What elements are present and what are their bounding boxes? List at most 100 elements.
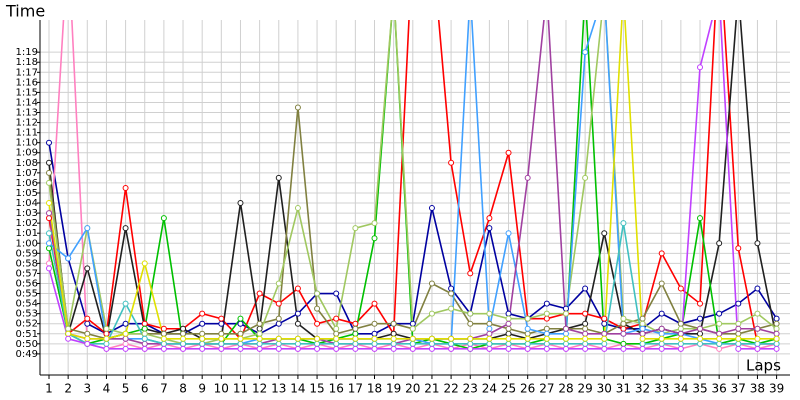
data-point [467,270,474,277]
x-tick-label: 35 [692,382,707,396]
data-point [658,310,665,317]
data-point [524,325,531,332]
data-point [735,335,742,342]
data-point [45,169,52,176]
y-tick-label: 1:09 [16,148,38,159]
data-point [735,325,742,332]
x-tick-label: 16 [329,382,344,396]
data-point [352,335,359,342]
data-point [486,225,493,232]
data-point [735,320,742,327]
data-point [658,250,665,257]
data-point [294,285,301,292]
x-tick-label: 38 [750,382,765,396]
data-point [601,335,608,342]
x-tick-label: 31 [616,382,631,396]
data-point [45,260,52,267]
data-point [697,300,704,307]
data-point [754,240,761,247]
data-point [409,340,416,347]
data-point [218,345,225,352]
data-point [467,320,474,327]
data-point [84,335,91,342]
data-point [199,335,206,342]
data-point [122,340,129,347]
x-tick-label: 25 [501,382,516,396]
x-tick-label: 9 [198,382,206,396]
data-point [582,285,589,292]
data-point [275,345,282,352]
data-point [601,315,608,322]
data-point [754,335,761,342]
y-tick-label: 1:12 [16,118,38,129]
data-point [371,340,378,347]
y-tick-label: 1:15 [16,87,38,98]
data-point [620,340,627,347]
data-point [237,320,244,327]
data-point [352,330,359,337]
y-axis-title: Time [5,2,45,21]
data-point [448,345,455,352]
data-point [716,330,723,337]
data-point [275,280,282,287]
data-point [180,330,187,337]
x-tick-label: 30 [597,382,612,396]
x-tick-label: 3 [83,382,91,396]
data-point [103,340,110,347]
data-point [333,340,340,347]
x-tick-label: 6 [141,382,149,396]
data-point [122,184,129,191]
data-point [505,320,512,327]
data-point [352,320,359,327]
data-point [524,345,531,352]
data-point [333,330,340,337]
data-point [122,320,129,327]
x-tick-label: 5 [122,382,130,396]
data-point [697,64,704,71]
data-point [467,345,474,352]
data-point [275,335,282,342]
data-point [294,345,301,352]
data-point [122,300,129,307]
data-point [505,230,512,237]
data-point [486,335,493,342]
data-point [122,225,129,232]
y-tick-label: 1:05 [16,188,38,199]
x-tick-label: 24 [482,382,497,396]
data-point [677,340,684,347]
data-point [486,310,493,317]
data-point [103,335,110,342]
data-point [773,320,780,327]
data-point [524,315,531,322]
data-point [448,340,455,347]
data-point [352,325,359,332]
plot-area [45,20,780,352]
data-point [237,315,244,322]
data-point [448,290,455,297]
data-point [754,285,761,292]
x-tick-label: 4 [103,382,111,396]
data-point [371,300,378,307]
data-point [45,215,52,222]
data-point [601,330,608,337]
data-point [84,340,91,347]
x-tick-label: 19 [386,382,401,396]
data-point [505,310,512,317]
data-point [275,174,282,181]
data-point [294,340,301,347]
data-point [180,335,187,342]
y-tick-label: 1:08 [16,158,38,169]
data-point [45,240,52,247]
data-point [658,335,665,342]
y-tick-label: 0:57 [16,268,38,279]
data-point [237,345,244,352]
data-point [677,345,684,352]
x-axis-title: Laps [746,357,781,375]
data-point [677,285,684,292]
x-tick-label: 12 [252,382,267,396]
data-point [486,325,493,332]
data-point [428,280,435,287]
data-point [505,345,512,352]
data-point [505,335,512,342]
data-point [103,330,110,337]
